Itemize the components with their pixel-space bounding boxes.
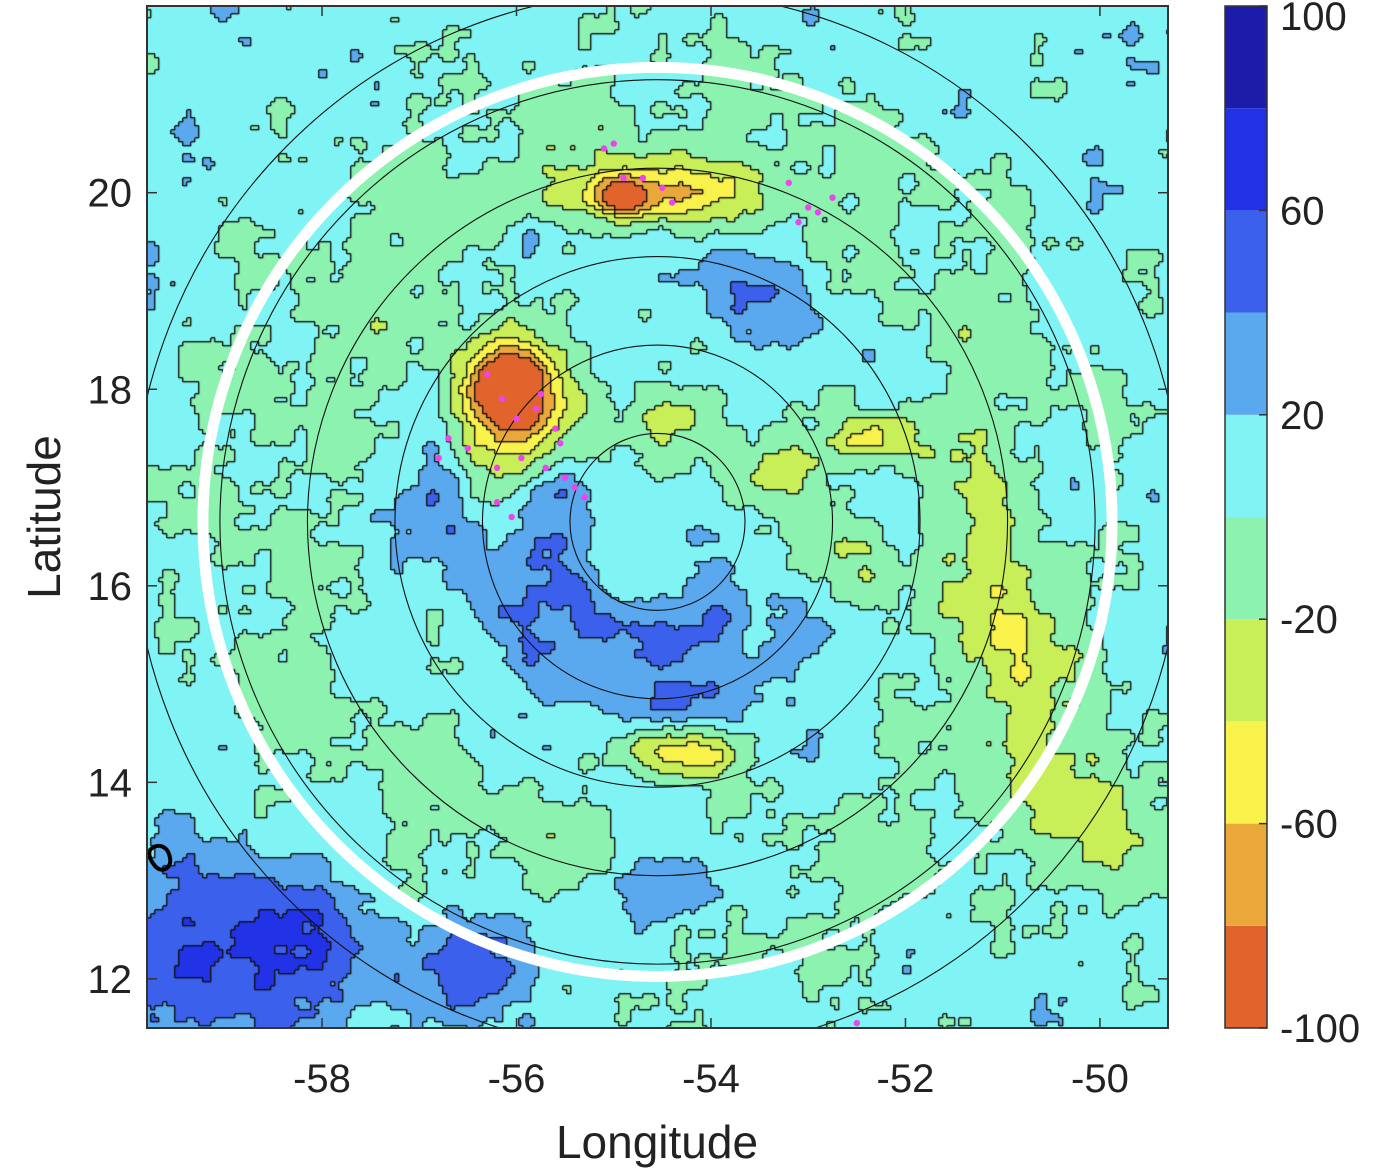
range-ring <box>394 256 921 788</box>
lightning-point <box>445 435 452 442</box>
x-tick-label: -56 <box>488 1057 546 1101</box>
lightning-point <box>464 445 472 452</box>
lightning-point <box>668 199 676 206</box>
lightning-point <box>532 405 540 413</box>
lightning-point <box>498 395 506 403</box>
lightning-point <box>785 179 792 187</box>
x-tick-label: -54 <box>682 1057 740 1101</box>
y-tick-label: 14 <box>88 761 133 805</box>
y-tick-label: 20 <box>88 172 133 216</box>
lightning-point <box>557 440 564 447</box>
lightning-points <box>435 140 861 1027</box>
x-tick-label: -58 <box>293 1057 351 1101</box>
plot-frame <box>146 5 1169 1029</box>
lightning-point <box>639 174 647 182</box>
plot-area <box>146 5 1169 1029</box>
lightning-point <box>508 513 515 521</box>
lightning-point <box>561 474 569 481</box>
small-contour-loop <box>147 843 173 872</box>
lightning-point <box>435 454 442 462</box>
lightning-point <box>493 464 501 472</box>
contour-field <box>147 6 1168 1028</box>
colorbar-bands <box>1225 6 1267 1028</box>
lightning-point <box>518 454 525 462</box>
y-tick-label: 18 <box>88 368 133 412</box>
colorbar-band <box>1225 721 1267 824</box>
range-ring <box>569 432 746 611</box>
colorbar-band <box>1225 517 1267 620</box>
lightning-point <box>600 145 608 152</box>
colorbar-tick-label: -20 <box>1280 598 1338 642</box>
lightning-point <box>659 184 666 191</box>
colorbar-tick-label: 20 <box>1280 394 1325 438</box>
domain-boundary-circle <box>197 61 1118 982</box>
lightning-point <box>853 1019 861 1027</box>
lightning-point <box>805 204 812 211</box>
lightning-point <box>484 371 491 378</box>
lightning-point <box>542 464 549 472</box>
colorbar-band <box>1225 414 1267 517</box>
colorbar-frame <box>1224 5 1268 1029</box>
x-tick-label: -50 <box>1071 1057 1129 1101</box>
colorbar-band <box>1225 619 1267 722</box>
colorbar-band <box>1225 312 1267 415</box>
lightning-point <box>493 499 501 506</box>
range-rings <box>147 6 1168 1028</box>
range-ring <box>481 344 834 700</box>
y-axis-title: Latitude <box>18 435 70 599</box>
colorbar-tick-label: 100 <box>1280 0 1347 39</box>
lightning-point <box>571 484 579 491</box>
lightning-point <box>552 425 559 432</box>
lightning-point <box>513 415 520 422</box>
colorbar-tick-label: -60 <box>1280 803 1338 847</box>
range-ring <box>219 79 1096 965</box>
lightning-point <box>581 494 588 501</box>
colorbar-band <box>1225 925 1267 1028</box>
lightning-point <box>620 174 627 182</box>
colorbar-band <box>1225 6 1267 109</box>
y-tick-label: 16 <box>88 565 133 609</box>
x-tick-label: -52 <box>877 1057 935 1101</box>
lightning-point <box>814 209 822 216</box>
y-axis: 12 14 16 18 20 <box>88 172 1168 1002</box>
lightning-point <box>537 390 545 398</box>
x-axis-title: Longitude <box>556 1116 758 1168</box>
x-axis: -58 -56 -54 -52 -50 <box>293 6 1129 1101</box>
colorbar-tick-label: -100 <box>1280 1007 1360 1051</box>
colorbar-band <box>1225 108 1267 211</box>
lightning-point <box>610 140 617 147</box>
range-ring <box>306 167 1009 877</box>
y-tick-label: 12 <box>88 958 133 1002</box>
colorbar: -100 -60 -20 20 60 100 <box>1224 0 1360 1051</box>
lightning-point <box>795 218 802 226</box>
colorbar-band <box>1225 210 1267 313</box>
colorbar-band <box>1225 823 1267 926</box>
lightning-point <box>829 194 836 201</box>
colorbar-tick-label: 60 <box>1280 189 1325 233</box>
colorbar-ticks: -100 -60 -20 20 60 100 <box>1259 0 1360 1051</box>
